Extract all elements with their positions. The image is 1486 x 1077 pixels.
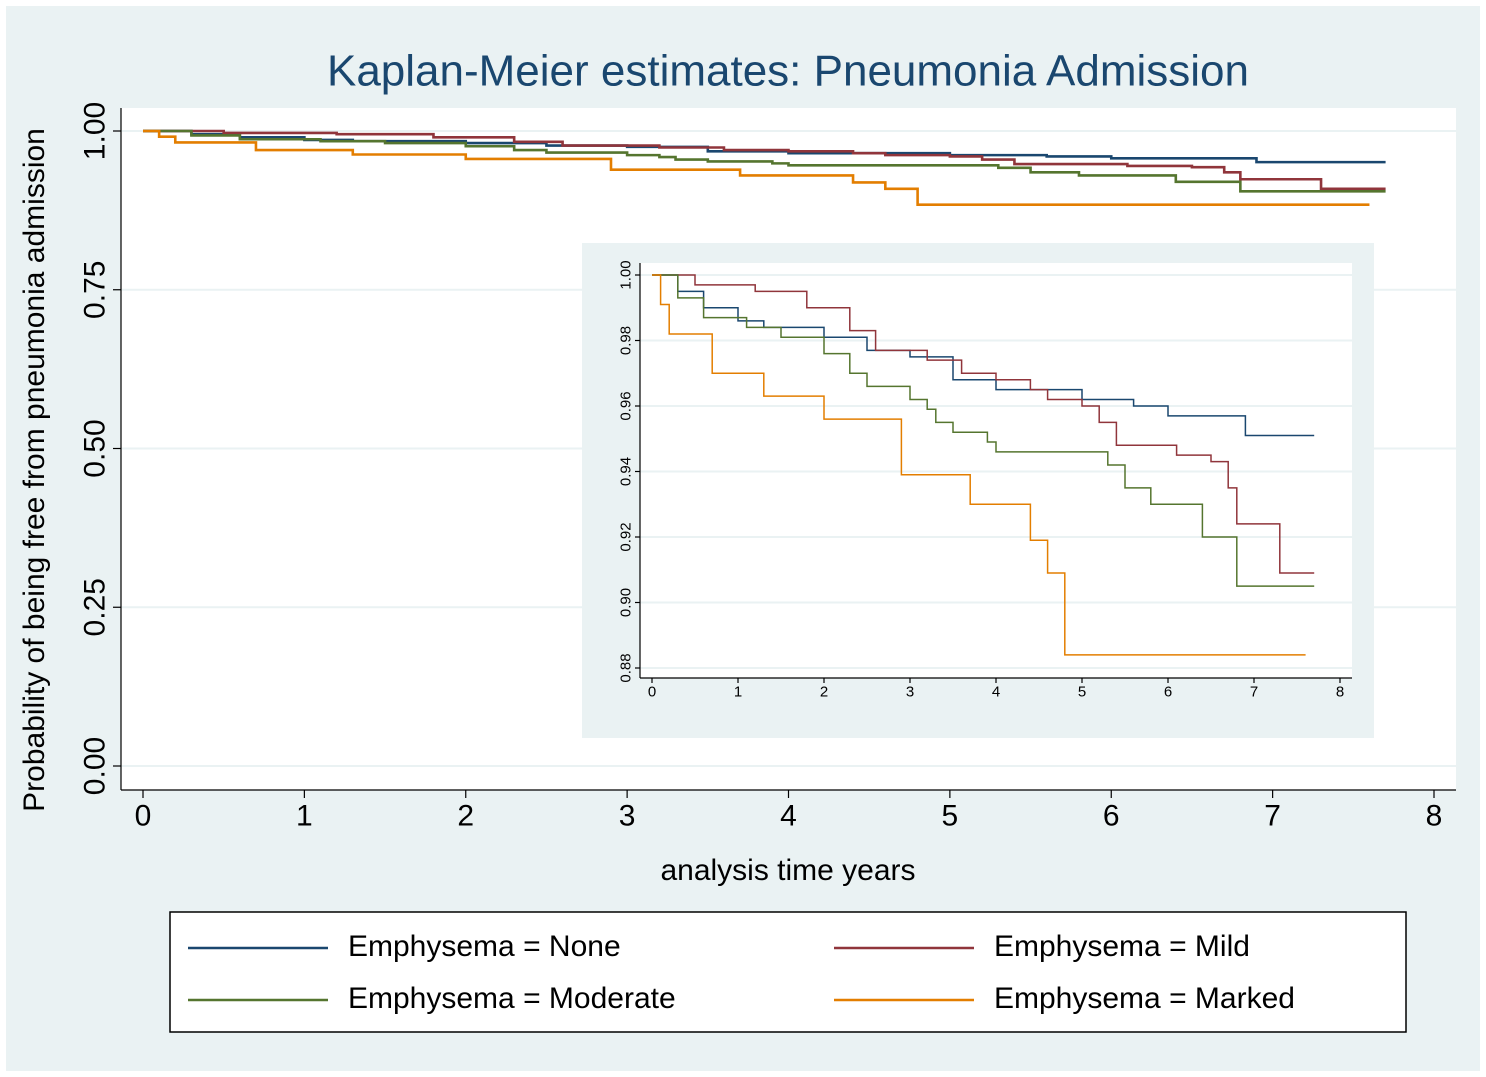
survival-line bbox=[652, 274, 1306, 656]
survival-line bbox=[143, 129, 1386, 193]
y-tick-label: 0.90 bbox=[618, 588, 635, 617]
y-tick-label: 1.00 bbox=[618, 260, 635, 289]
x-tick-label: 8 bbox=[1426, 799, 1443, 832]
x-tick-label: 5 bbox=[1078, 684, 1086, 701]
x-tick-label: 1 bbox=[296, 799, 313, 832]
x-tick-label: 3 bbox=[619, 799, 636, 832]
x-tick-label: 8 bbox=[1336, 684, 1344, 701]
x-tick-label: 0 bbox=[135, 799, 152, 832]
x-tick-label: 6 bbox=[1103, 799, 1120, 832]
x-tick-label: 2 bbox=[457, 799, 474, 832]
legend-label: Emphysema = Marked bbox=[994, 982, 1295, 1015]
x-axis-label: analysis time years bbox=[660, 854, 915, 887]
x-tick-label: 7 bbox=[1250, 684, 1258, 701]
chart-title: Kaplan-Meier estimates: Pneumonia Admiss… bbox=[327, 47, 1249, 96]
y-tick-label: 0.00 bbox=[78, 737, 111, 795]
x-tick-label: 7 bbox=[1264, 799, 1281, 832]
y-tick-label: 1.00 bbox=[78, 102, 111, 160]
legend bbox=[169, 911, 1407, 1033]
y-tick-label: 0.88 bbox=[618, 653, 635, 682]
legend-label: Emphysema = Moderate bbox=[348, 982, 676, 1015]
y-tick-label: 0.98 bbox=[618, 326, 635, 355]
x-tick-label: 4 bbox=[992, 684, 1000, 701]
survival-line bbox=[143, 129, 1386, 191]
legend-label: Emphysema = None bbox=[348, 930, 621, 963]
x-tick-label: 4 bbox=[780, 799, 797, 832]
x-tick-label: 1 bbox=[734, 684, 742, 701]
survival-line bbox=[652, 274, 1315, 574]
y-axis-label: Probability of being free from pneumonia… bbox=[18, 128, 51, 812]
y-tick-label: 0.94 bbox=[618, 457, 635, 486]
x-tick-label: 6 bbox=[1164, 684, 1172, 701]
y-tick-label: 0.96 bbox=[618, 391, 635, 420]
y-tick-label: 0.92 bbox=[618, 522, 635, 551]
x-tick-label: 2 bbox=[820, 684, 828, 701]
survival-line bbox=[652, 274, 1315, 437]
survival-line bbox=[652, 274, 1315, 587]
x-tick-label: 5 bbox=[942, 799, 959, 832]
legend-label: Emphysema = Mild bbox=[994, 930, 1250, 963]
x-tick-label: 3 bbox=[906, 684, 914, 701]
x-tick-label: 0 bbox=[648, 684, 656, 701]
y-tick-label: 0.25 bbox=[78, 578, 111, 636]
y-tick-label: 0.75 bbox=[78, 261, 111, 319]
y-tick-label: 0.50 bbox=[78, 419, 111, 477]
survival-line bbox=[143, 129, 1370, 206]
